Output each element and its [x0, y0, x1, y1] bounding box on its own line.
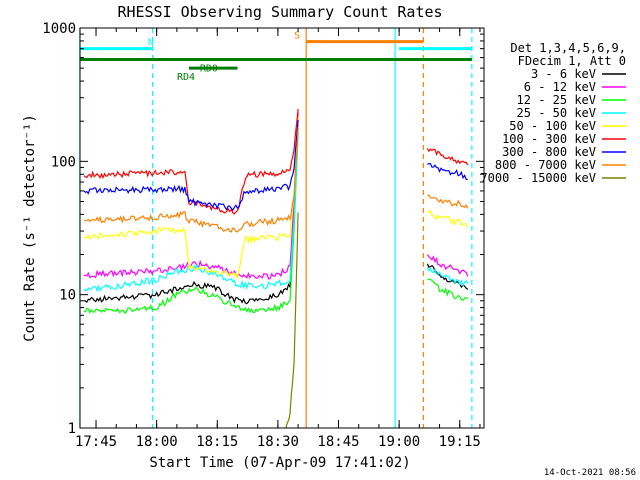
- flag-label-s: S: [294, 31, 300, 42]
- y-tick-label: 1: [68, 421, 76, 437]
- flag-label-n: N: [148, 38, 154, 49]
- legend-entry-label: 100 - 300 keV: [502, 132, 596, 146]
- legend-entry-label: 6 - 12 keV: [524, 80, 596, 94]
- x-tick-label: 18:45: [317, 434, 359, 450]
- plot-area: NSRD0RD4: [79, 28, 473, 429]
- legend-header: Det 1,3,4,5,6,9,: [510, 41, 626, 55]
- chart-title: RHESSI Observing Summary Count Rates: [117, 3, 442, 21]
- legend-entry-label: 25 - 50 keV: [517, 106, 596, 120]
- series-line-1: [83, 112, 469, 280]
- flag-label-rd4: RD4: [177, 72, 195, 83]
- series-line-6: [83, 119, 468, 212]
- y-tick-label: 100: [51, 154, 76, 170]
- series-line-7: [83, 127, 469, 233]
- x-tick-label: 18:15: [196, 434, 238, 450]
- legend-entry-label: 800 - 7000 keV: [495, 158, 596, 172]
- y-tick-label: 10: [59, 288, 76, 304]
- x-tick-label: 19:00: [378, 434, 420, 450]
- x-axis-label: Start Time (07-Apr-09 17:41:02): [149, 455, 410, 471]
- timestamp: 14-Oct-2021 08:56: [544, 468, 636, 478]
- y-tick-label: 1000: [42, 21, 76, 37]
- legend-header: FDecim 1, Att 0: [518, 54, 626, 68]
- legend-entry-label: 50 - 100 keV: [509, 119, 596, 133]
- axis-ticks: 1 10 100 1000 17:45 18:00 18:15 18:30 18:45 19:00…: [42, 21, 484, 450]
- x-tick-label: 18:30: [257, 434, 299, 450]
- x-tick-label: 18:00: [136, 434, 178, 450]
- legend-entry-label: 12 - 25 keV: [517, 93, 596, 107]
- legend-entry-label: 300 - 800 keV: [502, 145, 596, 159]
- x-tick-label: 19:15: [439, 434, 481, 450]
- y-axis-label: Count Rate (s⁻¹ detector⁻¹): [22, 114, 38, 342]
- series-line-0: [83, 116, 469, 305]
- series-line-8: [285, 212, 299, 429]
- series-line-5: [83, 108, 469, 215]
- x-tick-label: 17:45: [75, 434, 117, 450]
- legend-entry-label: 3 - 6 keV: [531, 67, 596, 81]
- plot-frame: [79, 27, 485, 429]
- series-line-2: [83, 132, 468, 315]
- series-line-4: [83, 116, 469, 280]
- legend: Det 1,3,4,5,6,9,FDecim 1, Att 03 - 6 keV…: [480, 41, 626, 185]
- legend-entry-label: 7000 - 15000 keV: [480, 171, 596, 185]
- series-line-3: [83, 128, 469, 293]
